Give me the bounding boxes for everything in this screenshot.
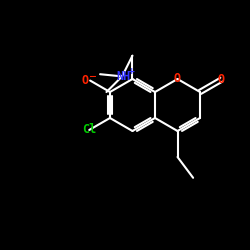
Text: NH: NH <box>116 70 130 83</box>
Text: O: O <box>174 72 181 86</box>
Text: −: − <box>89 72 97 81</box>
Text: O: O <box>81 74 88 87</box>
Text: Cl: Cl <box>82 124 96 136</box>
Text: +: + <box>128 67 136 76</box>
Text: O: O <box>218 73 225 86</box>
